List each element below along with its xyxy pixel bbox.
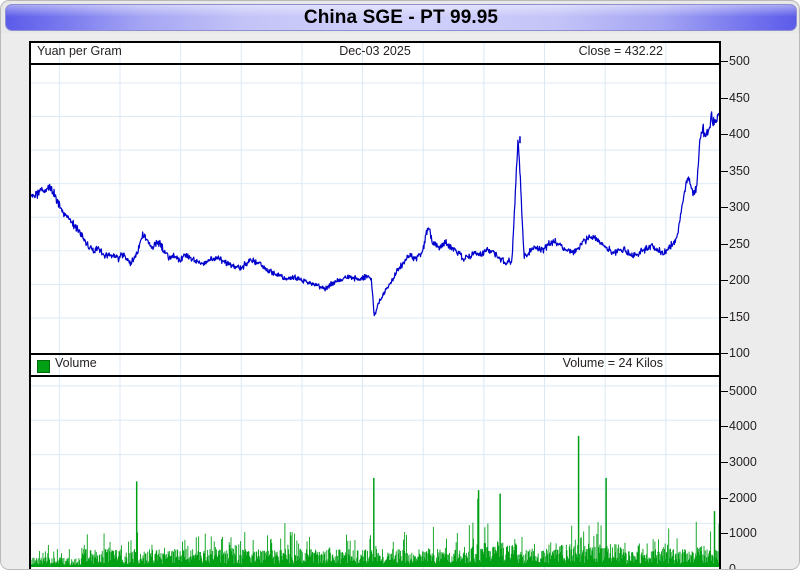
y-axis-tick-mark — [721, 170, 728, 172]
y-axis-tick-mark — [721, 243, 728, 245]
y-axis-tick-label: 400 — [729, 127, 750, 141]
price-series-plot — [31, 43, 719, 353]
volume-legend-label: Volume — [55, 356, 97, 370]
y-axis-tick-label: 5000 — [729, 383, 757, 398]
volume-gridlines — [31, 355, 719, 569]
volume-value-label: Volume = 24 Kilos — [562, 356, 663, 370]
y-axis-tick-mark — [721, 353, 728, 354]
y-axis-tick-label: 250 — [729, 236, 750, 251]
y-axis-tick-mark — [721, 426, 728, 428]
price-gridlines — [31, 43, 719, 353]
y-axis-tick-label: 2000 — [729, 490, 757, 505]
y-axis-tick-mark — [721, 497, 728, 499]
y-axis-tick-mark — [721, 462, 728, 464]
y-axis-tick-label: 500 — [729, 54, 750, 68]
price-date-label: Dec-03 2025 — [339, 44, 411, 58]
y-axis-tick-label: 1000 — [729, 526, 757, 541]
y-axis-tick-mark — [721, 207, 728, 208]
y-axis-tick-label: 300 — [729, 200, 750, 214]
y-axis-tick-mark — [721, 390, 728, 392]
y-axis-tick-mark — [721, 61, 728, 62]
y-axis-tick-label: 100 — [729, 346, 750, 360]
page-title: China SGE - PT 99.95 — [303, 7, 499, 28]
y-axis-tick-mark — [721, 280, 728, 281]
y-axis-tick-mark — [721, 533, 728, 535]
y-axis-tick-label: 0 — [729, 562, 736, 570]
volume-legend-swatch-icon — [37, 360, 50, 373]
y-axis-tick-label: 3000 — [729, 455, 757, 470]
y-axis-tick-label: 150 — [729, 309, 750, 324]
y-axis-tick-label: 350 — [729, 163, 750, 178]
y-axis-tick-label: 450 — [729, 90, 750, 105]
y-axis-tick-mark — [721, 97, 728, 99]
price-unit-label: Yuan per Gram — [37, 44, 122, 58]
volume-bars-plot — [31, 355, 719, 569]
price-chart-panel[interactable]: Yuan per Gram Dec-03 2025 Close = 432.22 — [29, 41, 721, 355]
price-close-label: Close = 432.22 — [578, 44, 663, 58]
y-axis-tick-mark — [721, 316, 728, 318]
y-axis-tick-mark — [721, 134, 728, 135]
window-title-bar: China SGE - PT 99.95 — [5, 4, 797, 31]
chart-stage: Yuan per Gram Dec-03 2025 Close = 432.22 — [1, 33, 799, 570]
volume-chart-panel[interactable]: Volume Volume = 24 Kilos — [29, 353, 721, 569]
y-axis-tick-label: 4000 — [729, 419, 757, 434]
y-axis-tick-label: 200 — [729, 273, 750, 287]
